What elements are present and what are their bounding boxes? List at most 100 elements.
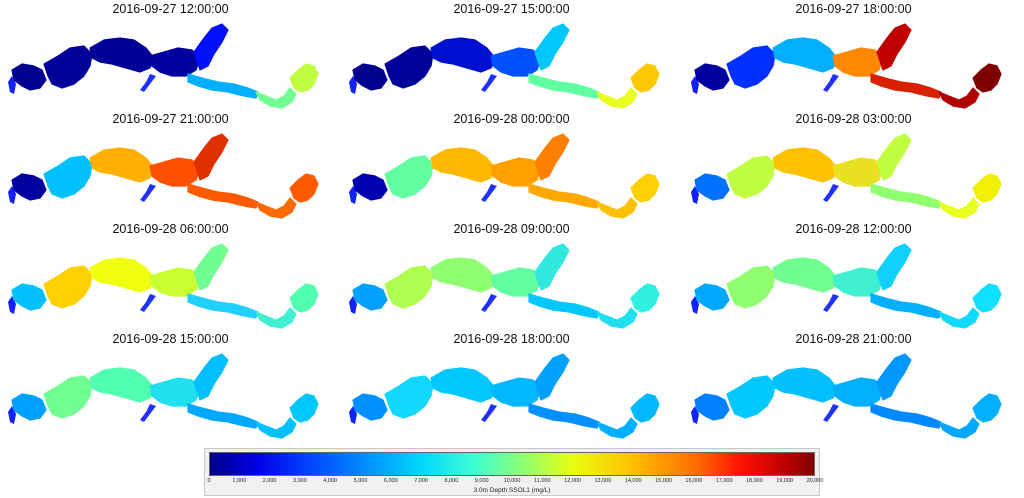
tributary-branch — [481, 294, 497, 312]
river-segment — [289, 63, 319, 93]
tributary-branch — [140, 294, 156, 312]
river-segment — [11, 173, 47, 201]
legend-tick-label: 14,000 — [624, 478, 642, 484]
river-segment — [870, 73, 942, 99]
river-map — [8, 23, 319, 109]
tributary-branch — [140, 184, 156, 202]
map-panel: 2016-09-28 06:00:00 — [0, 220, 341, 330]
river-segment — [352, 393, 388, 421]
river-segment — [187, 403, 259, 429]
river-segment — [630, 393, 660, 423]
river-map — [691, 133, 1002, 219]
river-segment — [630, 173, 660, 203]
river-segment — [430, 147, 496, 183]
legend-tick-label: 3,000 — [293, 478, 307, 484]
map-panel: 2016-09-27 15:00:00 — [341, 0, 682, 110]
river-segment — [876, 353, 912, 401]
legend-tick-label: 2,000 — [262, 478, 277, 484]
river-segment — [43, 265, 93, 309]
legend-tick-label: 8,000 — [444, 478, 459, 484]
river-segment — [89, 147, 155, 183]
river-segment — [772, 367, 838, 403]
panel-timestamp: 2016-09-28 03:00:00 — [795, 112, 912, 126]
river-segment — [528, 183, 600, 209]
tributary-branch — [481, 74, 497, 92]
river-segment — [938, 87, 980, 109]
river-segment — [430, 37, 496, 73]
river-segment — [490, 47, 542, 77]
river-segment — [726, 265, 776, 309]
river-segment — [89, 367, 155, 403]
river-map — [8, 243, 319, 329]
river-segment — [694, 283, 730, 311]
legend-tick-label: 5,000 — [353, 478, 368, 484]
river-map — [349, 243, 660, 329]
river-map — [349, 133, 660, 219]
tributary-branch — [481, 184, 497, 202]
river-segment — [430, 257, 496, 293]
map-panel: 2016-09-28 09:00:00 — [341, 220, 682, 330]
river-segment — [630, 63, 660, 93]
river-map — [691, 243, 1002, 329]
river-segment — [870, 293, 942, 319]
river-segment — [289, 283, 319, 313]
river-segment — [972, 173, 1002, 203]
river-map — [349, 353, 660, 439]
legend-tick-label: 6,000 — [383, 478, 398, 484]
river-segment — [352, 283, 388, 311]
panel-timestamp: 2016-09-28 15:00:00 — [112, 332, 229, 346]
legend-tick-label: 7,000 — [414, 478, 428, 484]
tributary-branch — [823, 404, 839, 422]
panel-timestamp: 2016-09-27 12:00:00 — [112, 2, 229, 16]
river-segment — [832, 267, 884, 297]
river-segment — [972, 283, 1002, 313]
river-segment — [193, 23, 229, 71]
tributary-branch — [823, 294, 839, 312]
river-segment — [938, 417, 980, 439]
panel-timestamp: 2016-09-27 21:00:00 — [112, 112, 229, 126]
river-segment — [352, 173, 388, 201]
river-segment — [832, 157, 884, 187]
panel-timestamp: 2016-09-28 06:00:00 — [112, 222, 229, 236]
river-segment — [596, 197, 638, 219]
river-segment — [384, 155, 434, 199]
river-segment — [384, 265, 434, 309]
river-segment — [972, 63, 1002, 93]
river-segment — [972, 393, 1002, 423]
river-segment — [11, 283, 47, 311]
map-panel: 2016-09-28 21:00:00 — [683, 330, 1024, 440]
river-segment — [534, 23, 570, 71]
river-segment — [490, 157, 542, 187]
river-segment — [43, 155, 93, 199]
river-segment — [89, 37, 155, 73]
river-segment — [726, 45, 776, 89]
panel-timestamp: 2016-09-28 12:00:00 — [795, 222, 912, 236]
river-segment — [772, 37, 838, 73]
river-segment — [193, 243, 229, 291]
river-segment — [596, 417, 638, 439]
panel-timestamp: 2016-09-27 15:00:00 — [453, 2, 570, 16]
river-map — [8, 133, 319, 219]
river-segment — [187, 183, 259, 209]
river-segment — [596, 87, 638, 109]
river-segment — [255, 197, 297, 219]
river-segment — [876, 23, 912, 71]
river-segment — [289, 393, 319, 423]
legend-tick-label: 10,000 — [503, 478, 521, 484]
legend-tick-label: 17,000 — [715, 478, 733, 484]
river-segment — [255, 417, 297, 439]
map-panel: 2016-09-28 18:00:00 — [341, 330, 682, 440]
legend-tick-label: 18,000 — [745, 478, 763, 484]
river-segment — [528, 403, 600, 429]
river-segment — [876, 243, 912, 291]
river-segment — [832, 377, 884, 407]
river-map — [691, 23, 1002, 109]
legend-tick-label: 15,000 — [655, 478, 672, 484]
map-panel: 2016-09-27 21:00:00 — [0, 110, 341, 220]
river-segment — [694, 393, 730, 421]
river-segment — [352, 63, 388, 91]
river-segment — [726, 375, 776, 419]
map-panel: 2016-09-27 18:00:00 — [683, 0, 1024, 110]
river-map — [349, 23, 660, 109]
legend-tick-label: 1,000 — [232, 478, 247, 484]
